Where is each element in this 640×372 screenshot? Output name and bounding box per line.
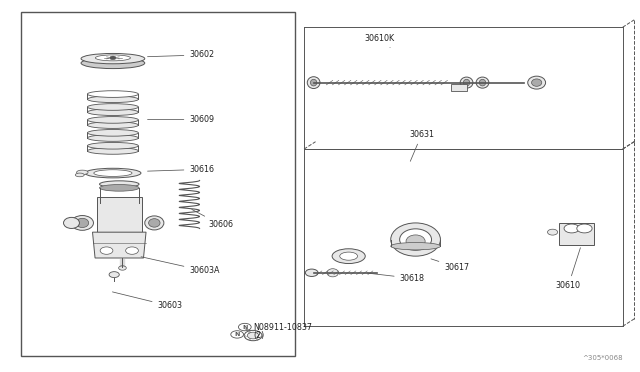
Ellipse shape [310,79,317,86]
Ellipse shape [88,129,138,136]
Circle shape [577,224,592,233]
Text: ^305*0068: ^305*0068 [582,355,623,361]
Text: 30618: 30618 [367,273,425,283]
Ellipse shape [100,181,139,187]
Text: 30631: 30631 [409,130,434,161]
Circle shape [118,266,126,270]
Circle shape [239,323,251,331]
Ellipse shape [100,185,139,191]
Circle shape [231,331,244,338]
Ellipse shape [81,54,145,64]
Text: N: N [242,324,248,330]
Ellipse shape [148,219,160,227]
Ellipse shape [63,217,79,228]
Text: (2): (2) [253,331,264,340]
Ellipse shape [71,215,93,230]
Ellipse shape [247,332,259,339]
Ellipse shape [88,122,138,128]
Ellipse shape [307,77,320,89]
Circle shape [305,269,318,276]
Circle shape [109,272,119,278]
Circle shape [125,247,138,254]
Text: 30610: 30610 [556,248,580,290]
Ellipse shape [88,91,138,97]
Polygon shape [93,232,146,258]
Ellipse shape [532,79,541,86]
Ellipse shape [399,229,431,250]
Ellipse shape [95,55,131,61]
Ellipse shape [460,77,473,88]
Circle shape [564,224,579,233]
Bar [20,13,294,356]
Ellipse shape [327,269,339,277]
Ellipse shape [81,58,145,68]
Ellipse shape [88,142,138,149]
Circle shape [109,56,116,60]
Ellipse shape [88,104,138,110]
Text: 30617: 30617 [431,259,469,272]
Ellipse shape [88,148,138,154]
Text: 30610K: 30610K [365,34,395,48]
Text: 30603A: 30603A [141,257,220,275]
Ellipse shape [88,116,138,123]
Ellipse shape [406,235,425,248]
Text: 30616: 30616 [148,165,214,174]
Ellipse shape [85,168,141,178]
Ellipse shape [145,216,164,230]
Ellipse shape [476,77,489,88]
Ellipse shape [76,218,89,228]
Ellipse shape [479,79,486,86]
Text: 30609: 30609 [148,115,214,124]
Ellipse shape [463,79,470,86]
Text: 30602: 30602 [148,51,214,60]
Circle shape [100,247,113,254]
Text: N: N [234,332,240,337]
Bar [559,223,594,245]
Bar [97,197,141,232]
Ellipse shape [391,243,440,250]
Ellipse shape [88,135,138,141]
Circle shape [547,229,557,235]
Ellipse shape [94,170,132,176]
Ellipse shape [244,330,262,341]
Text: N08911-10837: N08911-10837 [253,323,312,331]
Bar [451,84,467,91]
Ellipse shape [77,170,88,174]
Ellipse shape [391,223,440,256]
Text: 30606: 30606 [192,209,234,229]
Ellipse shape [340,252,358,260]
Ellipse shape [332,249,365,263]
Ellipse shape [88,96,138,103]
Ellipse shape [88,109,138,115]
Ellipse shape [76,173,84,177]
Text: 30603: 30603 [113,292,182,311]
Ellipse shape [528,76,545,89]
